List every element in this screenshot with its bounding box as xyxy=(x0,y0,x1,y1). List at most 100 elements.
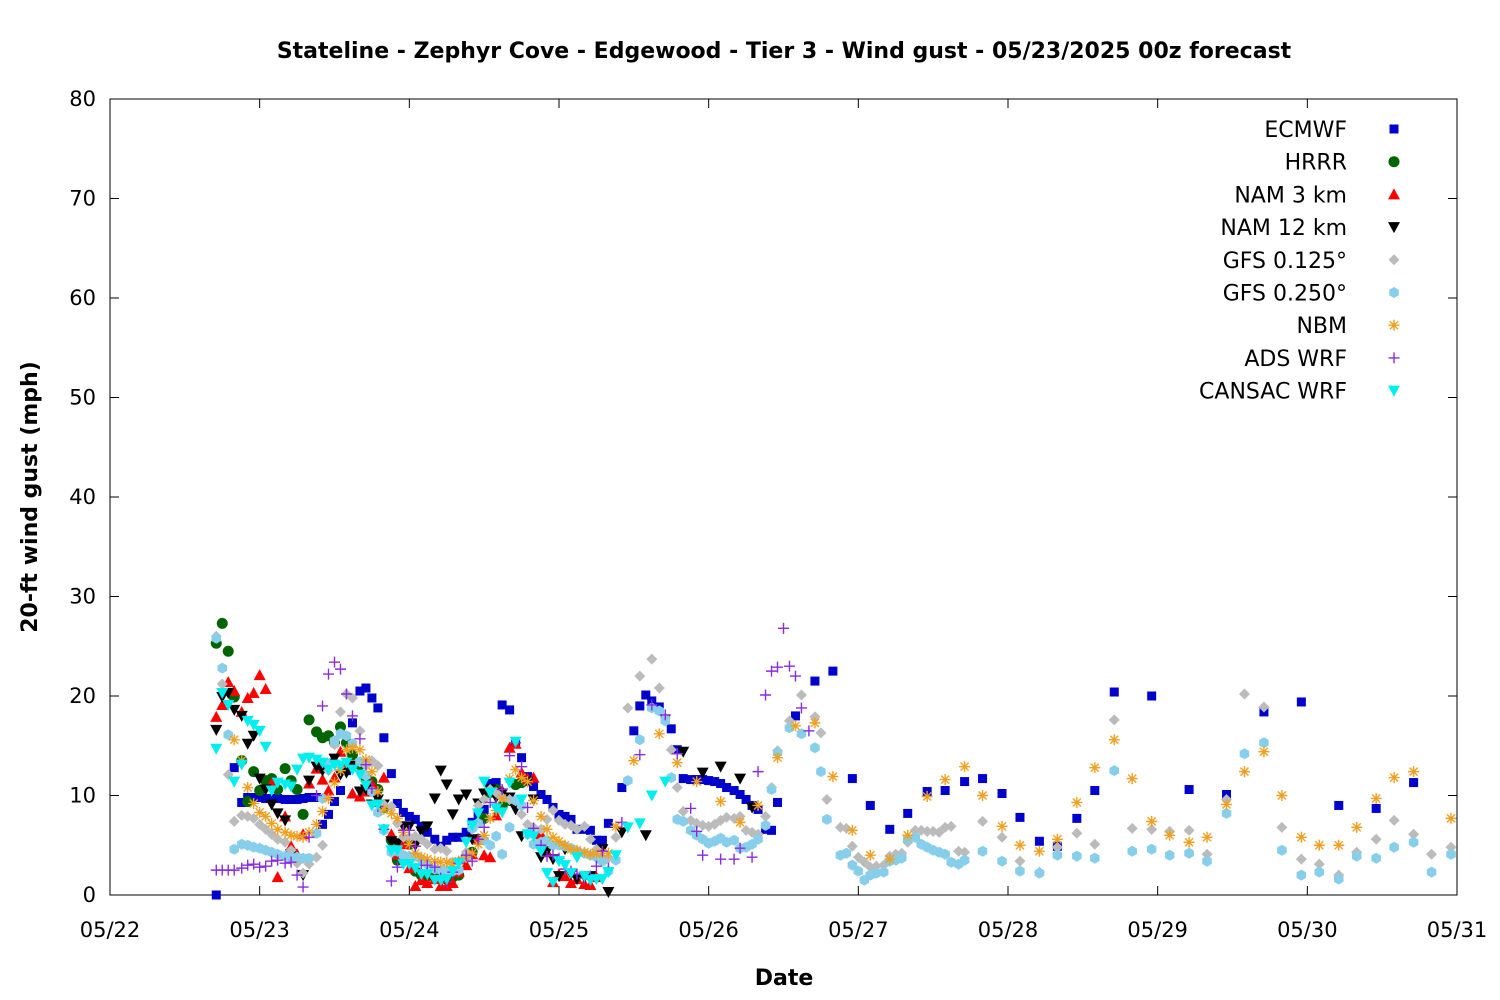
nam-12-km-point xyxy=(391,838,404,850)
cansac-wrf-point xyxy=(621,822,634,834)
nbm-point xyxy=(691,776,703,788)
nam-3-km-point xyxy=(446,877,459,889)
y-tick-label: 80 xyxy=(69,87,96,111)
ecmwf-point xyxy=(280,794,290,804)
ecmwf-point xyxy=(635,701,645,711)
nam-12-km-point xyxy=(452,794,465,806)
ads-wrf-point xyxy=(291,869,303,881)
nbm-point xyxy=(478,829,490,841)
nam-3-km-point xyxy=(216,698,229,710)
nbm-point xyxy=(921,790,933,802)
nam-12-km-point xyxy=(271,808,284,820)
ecmwf-point xyxy=(298,793,308,803)
cansac-wrf-point xyxy=(496,807,509,819)
cansac-wrf-point xyxy=(472,808,485,820)
ecmwf-point xyxy=(1334,800,1344,810)
ecmwf-point xyxy=(566,814,576,824)
cansac-wrf-point xyxy=(285,781,298,793)
nbm-point xyxy=(996,820,1008,832)
ads-wrf-point xyxy=(522,801,534,813)
gfs-0-250-point xyxy=(1352,850,1362,862)
nbm-point xyxy=(441,856,453,868)
nam-3-km-point xyxy=(259,683,272,695)
gfs-0-250-point xyxy=(1426,866,1437,878)
nam-12-km-point xyxy=(253,773,266,785)
ecmwf-point xyxy=(379,733,389,743)
nbm-point xyxy=(1333,839,1345,851)
legend-marker-cansac-wrf xyxy=(1388,385,1400,397)
nam-3-km-point xyxy=(322,784,335,796)
nbm-point xyxy=(1408,766,1420,778)
ecmwf-point xyxy=(591,835,601,845)
cansac-wrf-point xyxy=(310,754,323,766)
nam-12-km-point xyxy=(535,852,548,864)
hrrr-point xyxy=(222,645,234,657)
ecmwf-point xyxy=(885,824,895,834)
ads-wrf-point xyxy=(671,748,683,760)
gfs-0-125-point xyxy=(783,715,795,727)
chart-title: Stateline - Zephyr Cove - Edgewood - Tie… xyxy=(277,39,1292,64)
ecmwf-point xyxy=(678,774,688,784)
gfs-0-125-point xyxy=(1014,855,1026,867)
cansac-wrf-point xyxy=(403,859,416,871)
gfs-0-250-point xyxy=(879,866,889,878)
nam-3-km-point xyxy=(346,787,359,799)
ecmwf-point xyxy=(286,794,296,804)
ads-wrf-point xyxy=(421,859,433,871)
cansac-wrf-point xyxy=(353,769,366,781)
ads-wrf-point xyxy=(429,861,441,873)
ads-wrf-point xyxy=(334,663,346,675)
gfs-0-250-point xyxy=(753,833,763,845)
gfs-0-125-point xyxy=(1258,701,1270,713)
hrrr-point xyxy=(297,808,309,820)
nbm-point xyxy=(864,849,876,861)
ecmwf-point xyxy=(330,796,339,806)
cansac-wrf-point xyxy=(609,850,622,862)
ecmwf-point xyxy=(386,769,396,779)
gfs-0-250-point xyxy=(1239,748,1250,760)
ads-wrf-point xyxy=(228,864,240,876)
gfs-0-125-point xyxy=(216,678,228,690)
nbm-point xyxy=(1126,773,1138,785)
nam-12-km-point xyxy=(303,775,316,787)
gfs-0-250-point xyxy=(1296,869,1307,881)
ecmwf-point xyxy=(960,777,970,787)
nbm-point xyxy=(1071,796,1083,808)
nam-12-km-point xyxy=(434,765,447,777)
nbm-point xyxy=(466,847,478,859)
ads-wrf-point xyxy=(391,861,403,873)
gfs-0-125-point xyxy=(1370,833,1382,845)
gfs-0-250-point xyxy=(729,834,739,846)
gfs-0-250-point xyxy=(660,715,670,727)
ecmwf-point xyxy=(255,792,265,802)
gfs-0-125-point xyxy=(1313,858,1325,870)
nbm-point xyxy=(291,830,303,842)
nbm-point xyxy=(715,795,727,807)
nbm-point xyxy=(547,831,559,843)
nbm-point xyxy=(435,856,447,868)
ecmwf-point xyxy=(392,798,402,808)
cansac-wrf-point xyxy=(391,845,404,857)
gfs-0-125-point xyxy=(622,702,634,714)
cansac-wrf-point xyxy=(377,824,390,836)
gfs-0-125-point xyxy=(584,833,596,845)
ads-wrf-point xyxy=(311,790,323,801)
gfs-0-125-point xyxy=(1445,841,1457,853)
nam-3-km-point xyxy=(247,687,260,699)
ads-wrf-point xyxy=(795,702,807,714)
gfs-0-125-point xyxy=(646,653,658,665)
legend-marker-gfs-0-250 xyxy=(1389,287,1399,298)
ecmwf-point xyxy=(1147,691,1157,701)
nbm-point xyxy=(496,792,508,804)
y-tick-label: 40 xyxy=(69,485,96,509)
ecmwf-point xyxy=(529,782,539,792)
ads-wrf-point xyxy=(409,840,421,852)
nbm-point xyxy=(254,806,266,818)
gfs-0-250-point xyxy=(635,734,645,746)
ecmwf-point xyxy=(373,703,383,713)
legend-label-nam-12-km: NAM 12 km xyxy=(1220,216,1347,241)
ecmwf-point xyxy=(828,666,838,676)
cansac-wrf-point xyxy=(265,785,278,797)
ecmwf-point xyxy=(554,809,564,819)
legend-label-ads-wrf: ADS WRF xyxy=(1244,347,1347,372)
